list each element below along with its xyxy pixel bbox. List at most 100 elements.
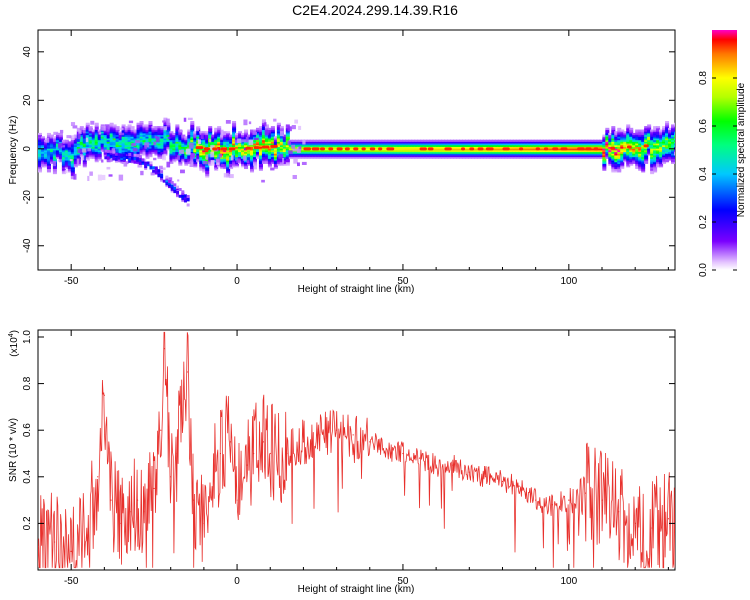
heatmap-cell	[360, 144, 365, 147]
heatmap-cell	[405, 139, 410, 142]
heatmap-cell	[620, 138, 625, 141]
heatmap-cell	[43, 158, 48, 161]
heatmap-cell	[121, 146, 126, 149]
heatmap-cell	[106, 131, 111, 134]
heatmap-cell	[515, 144, 520, 147]
heatmap-cell	[441, 153, 446, 156]
heatmap-cell	[512, 139, 517, 142]
y-tick-label: 0.4	[22, 469, 33, 483]
heatmap-cell	[38, 170, 42, 173]
heatmap-cell	[650, 136, 655, 139]
heatmap-cell	[252, 129, 257, 132]
heatmap-cell	[208, 156, 213, 159]
heatmap-cell	[328, 147, 334, 151]
heatmap-cell	[107, 156, 111, 160]
heatmap-cell	[106, 160, 111, 163]
heatmap-cell	[459, 144, 464, 147]
heatmap-cell	[139, 126, 144, 129]
heatmap-cell	[196, 132, 201, 136]
heatmap-cell	[659, 161, 664, 164]
heatmap-cell	[184, 156, 189, 159]
heatmap-cell	[61, 141, 66, 144]
heatmap-cell	[617, 168, 622, 171]
heatmap-cell	[160, 146, 165, 149]
heatmap-cell	[476, 149, 481, 153]
heatmap-cell	[70, 148, 75, 151]
heatmap-cell	[650, 144, 655, 147]
heatmap-cell	[438, 141, 443, 144]
heatmap-cell	[202, 144, 207, 147]
heatmap-cell	[324, 154, 329, 158]
heatmap-cell	[641, 158, 646, 161]
heatmap-cell	[104, 156, 108, 160]
heatmap-cell	[205, 165, 210, 168]
heatmap-cell	[273, 165, 278, 168]
heatmap-cell	[417, 149, 422, 153]
heatmap-cell	[581, 154, 586, 158]
heatmap-cell	[351, 146, 356, 149]
heatmap-cell	[264, 154, 269, 158]
heatmap-cell	[94, 146, 99, 149]
heatmap-cell	[674, 146, 675, 149]
heatmap-cell	[223, 165, 228, 168]
heatmap-cell	[250, 136, 255, 139]
heatmap-cell	[145, 131, 150, 134]
heatmap-cell	[608, 161, 613, 164]
heatmap-cell	[408, 148, 413, 151]
heatmap-cell	[339, 151, 344, 154]
heatmap-cell	[217, 132, 222, 136]
heatmap-cell	[82, 161, 87, 164]
heatmap-cell	[109, 158, 113, 162]
heatmap-cell	[614, 170, 619, 173]
heatmap-cell	[456, 144, 461, 147]
heatmap-cell	[399, 144, 404, 147]
heatmap-cell	[133, 138, 138, 141]
heatmap-cell	[297, 162, 300, 167]
heatmap-cell	[261, 143, 266, 146]
heatmap-cell	[136, 129, 141, 132]
heatmap-cell	[193, 160, 198, 163]
heatmap-cell	[211, 139, 216, 142]
heatmap-cell	[85, 137, 89, 143]
heatmap-cell	[614, 143, 619, 146]
heatmap-cell	[587, 143, 592, 146]
heatmap-cell	[662, 126, 667, 129]
heatmap-cell	[261, 124, 266, 127]
heatmap-cell	[157, 144, 162, 147]
heatmap-cell	[160, 139, 165, 142]
heatmap-cell	[187, 132, 192, 136]
heatmap-cell	[205, 170, 210, 173]
heatmap-cell	[644, 156, 649, 159]
heatmap-cell	[315, 153, 320, 156]
heatmap-cell	[193, 139, 198, 142]
heatmap-cell	[462, 139, 467, 142]
heatmap-cell	[127, 151, 132, 154]
heatmap-cell	[121, 144, 126, 147]
heatmap-cell	[369, 153, 374, 156]
heatmap-cell	[91, 132, 96, 136]
heatmap-cell	[97, 151, 102, 154]
heatmap-cell	[267, 156, 272, 159]
heatmap-cell	[641, 151, 646, 154]
heatmap-cell	[252, 156, 257, 159]
heatmap-cell	[85, 153, 90, 156]
heatmap-cell	[106, 138, 111, 141]
heatmap-cell	[120, 158, 124, 162]
heatmap-cell	[67, 168, 72, 171]
snr-point	[53, 541, 56, 543]
heatmap-cell	[593, 141, 598, 144]
heatmap-cell	[506, 139, 511, 142]
snr-line-layer	[38, 331, 675, 569]
heatmap-cell	[142, 127, 147, 131]
heatmap-cell	[199, 149, 204, 153]
heatmap-cell	[154, 131, 159, 134]
heatmap-cell	[444, 156, 449, 159]
heatmap-cell	[294, 139, 299, 142]
heatmap-cell	[169, 139, 174, 142]
heatmap-cell	[497, 151, 502, 154]
heatmap-cell	[82, 139, 87, 142]
heatmap-cell	[258, 129, 263, 132]
heatmap-cell	[485, 151, 490, 154]
heatmap-cell	[235, 143, 240, 146]
heatmap-cell	[103, 138, 108, 141]
